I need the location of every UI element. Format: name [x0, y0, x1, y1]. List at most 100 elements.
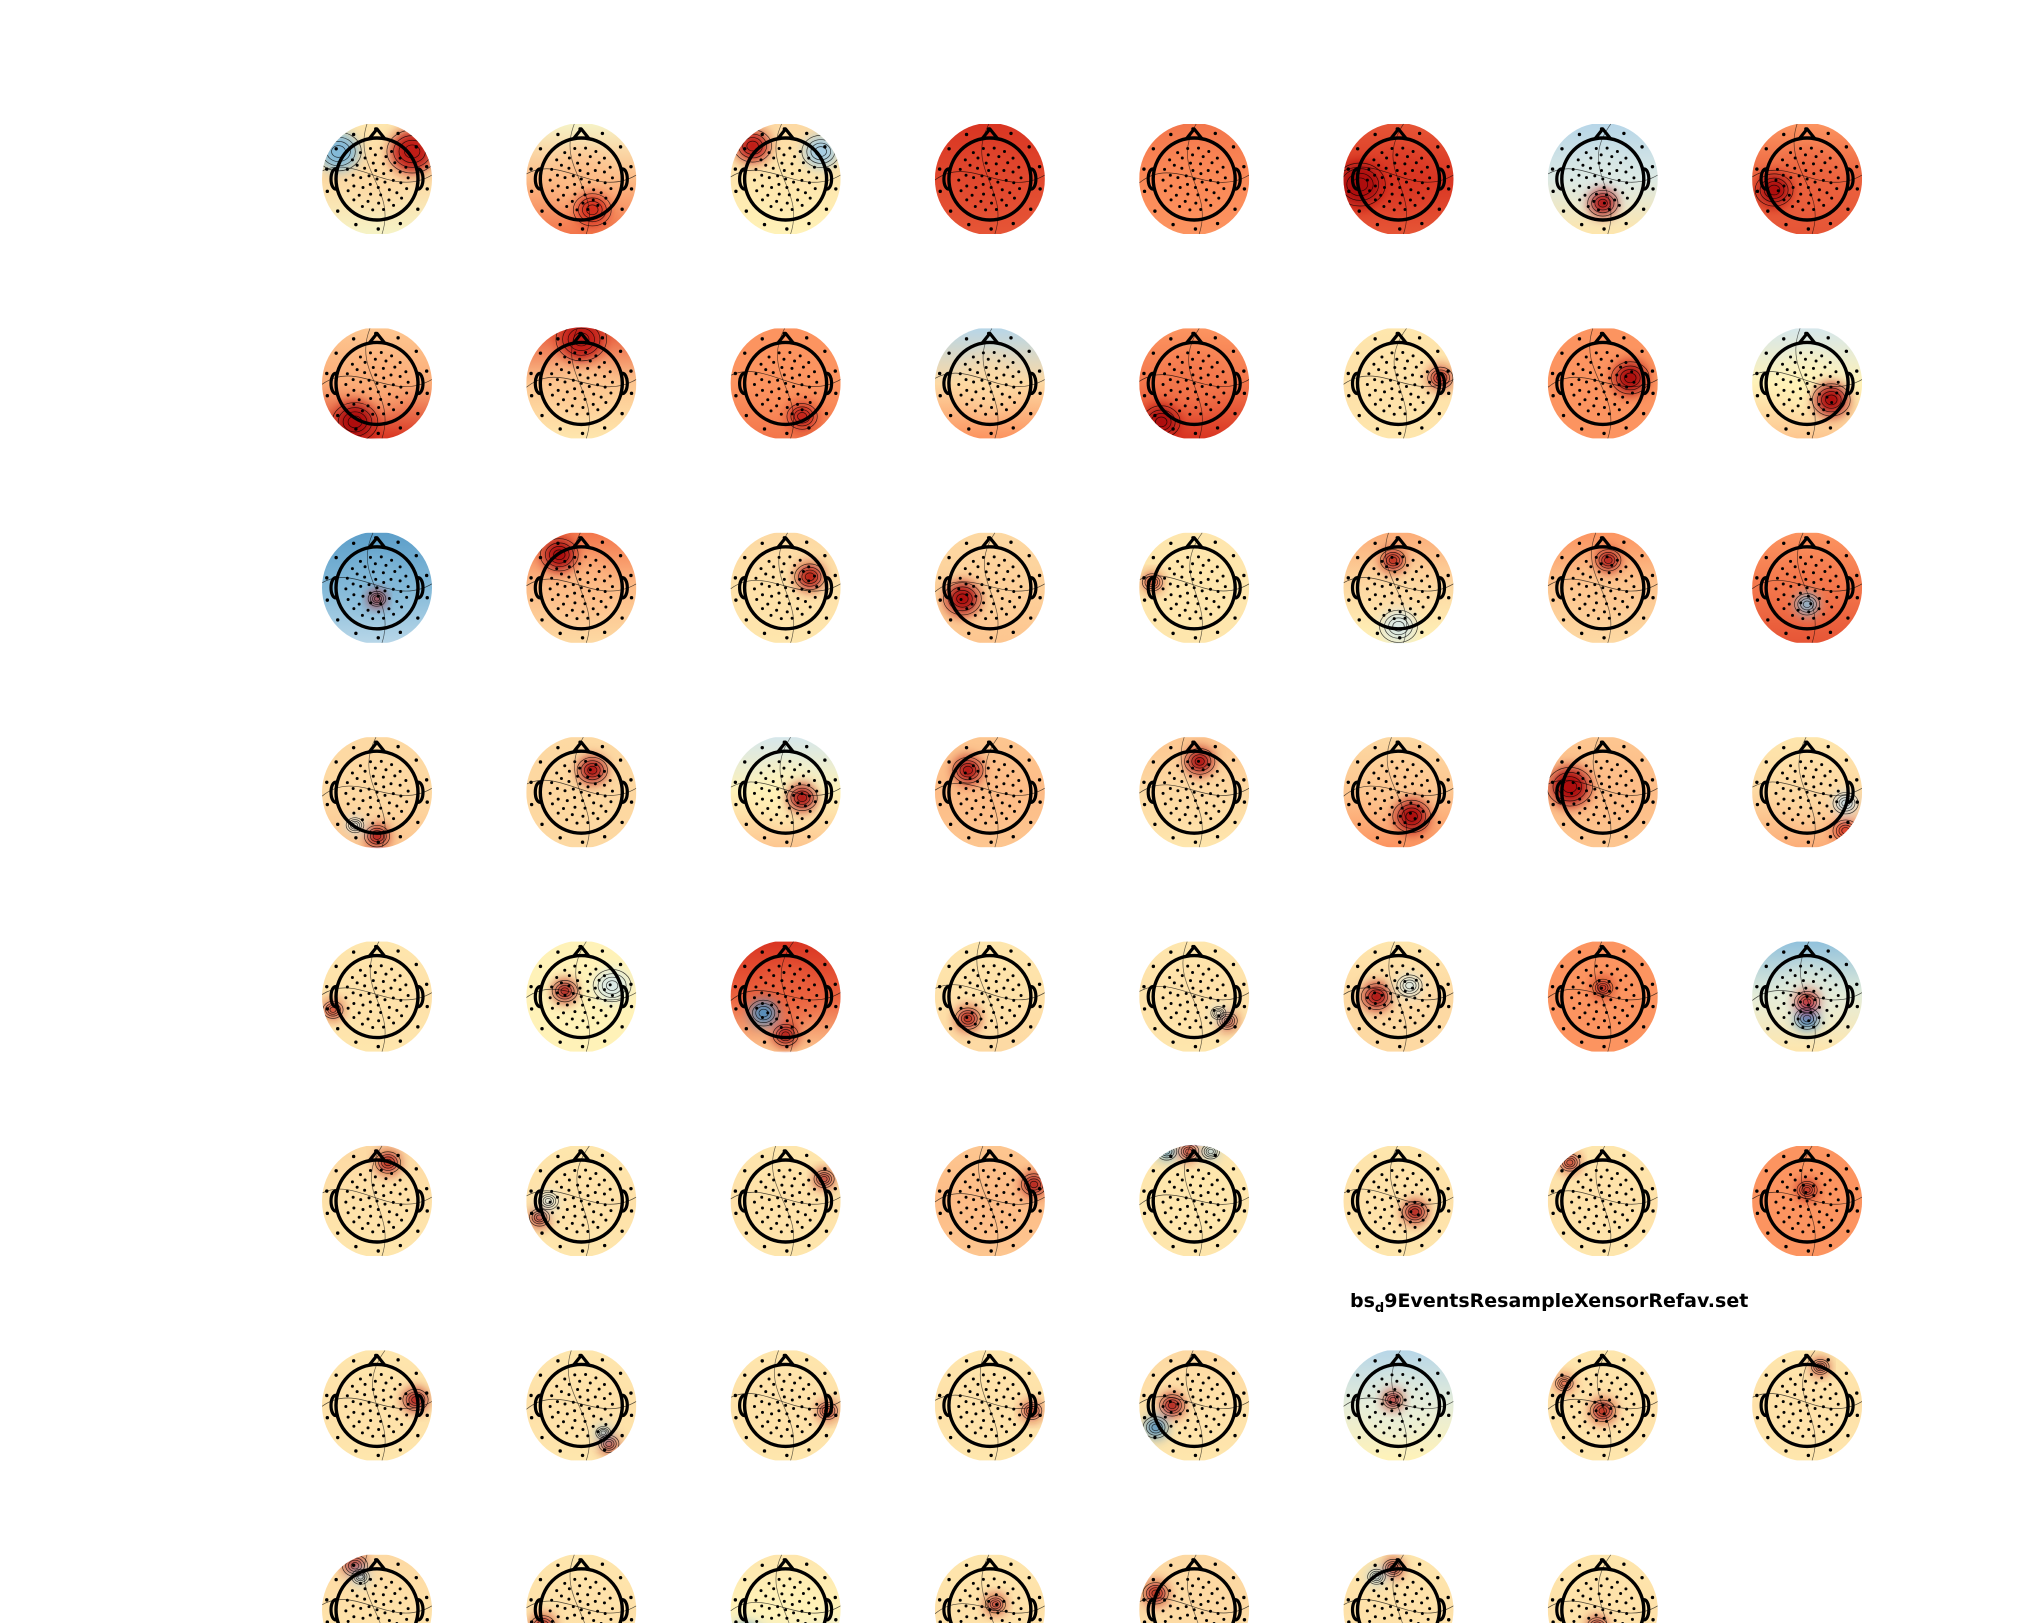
electrode-marker — [1400, 397, 1404, 401]
electrode-marker — [1193, 431, 1198, 436]
electrode-marker — [371, 821, 375, 825]
electrode-marker — [988, 1608, 992, 1612]
electrode-marker — [1610, 563, 1614, 567]
electrode-marker — [734, 1416, 738, 1420]
electrode-marker — [325, 1393, 329, 1398]
left-ear-outline — [1146, 576, 1155, 600]
electrode-marker — [990, 1427, 994, 1431]
electrode-marker — [1191, 373, 1195, 377]
electrode-marker — [1601, 1403, 1605, 1407]
electrode-marker — [1213, 1562, 1218, 1566]
head-outline — [1355, 545, 1442, 631]
electrode-marker — [1651, 1004, 1655, 1009]
electrode-marker — [1641, 1025, 1646, 1029]
electrode-marker — [1398, 1412, 1402, 1416]
electrode-marker — [780, 570, 784, 574]
electrode-marker — [424, 573, 429, 578]
electrode-marker — [379, 759, 383, 763]
electrode-marker — [1011, 426, 1015, 430]
topoplot-map — [934, 123, 1045, 235]
electrode-marker — [1009, 1153, 1013, 1158]
electrode-marker — [1393, 774, 1397, 778]
electrode-marker — [596, 1021, 600, 1025]
electrode-set — [325, 944, 429, 1049]
contour-line — [367, 827, 387, 845]
electrode-marker — [1400, 1215, 1404, 1219]
topoplot-map — [1343, 1350, 1454, 1461]
electrode-marker — [1570, 178, 1574, 182]
electrode-marker — [1401, 1168, 1405, 1172]
electrode-marker — [770, 1412, 774, 1416]
electrode-marker — [963, 1384, 967, 1388]
electrode-marker — [1613, 198, 1617, 202]
electrode-marker — [567, 575, 571, 579]
electrode-marker — [1776, 598, 1780, 602]
electrode-marker — [1625, 1203, 1629, 1207]
electrode-marker — [1632, 380, 1636, 384]
electrode-marker — [1583, 1215, 1587, 1219]
electrode-marker — [575, 412, 579, 416]
electrode-marker — [1377, 1594, 1381, 1598]
electrode-marker — [1382, 818, 1386, 822]
right-ear-outline — [1642, 371, 1651, 395]
electrode-marker — [540, 413, 544, 418]
electrode-marker — [1004, 996, 1008, 1000]
electrode-marker — [1372, 362, 1376, 366]
electrode-marker — [1012, 1203, 1016, 1207]
electrode-marker — [1212, 600, 1216, 604]
electrode-marker — [379, 555, 383, 559]
electrode-set — [1755, 1353, 1860, 1458]
electrode-marker — [987, 1395, 991, 1399]
electrode-marker — [996, 998, 1000, 1002]
electrode-marker — [1420, 426, 1424, 430]
electrode-marker — [377, 1223, 381, 1227]
electrode-marker — [578, 331, 582, 336]
electrode-marker — [1017, 778, 1021, 782]
electrode-marker — [965, 1206, 969, 1210]
electrode-marker — [798, 149, 802, 153]
electrode-marker — [368, 964, 372, 968]
electrode-marker — [776, 583, 780, 587]
electrode-marker — [1825, 1008, 1829, 1012]
electrode-marker — [588, 768, 592, 772]
electrode-marker — [767, 1173, 771, 1177]
electrode-marker — [1804, 944, 1808, 949]
electrode-marker — [964, 541, 969, 545]
contour-line — [597, 973, 627, 998]
electrode-marker — [1844, 553, 1849, 558]
electrode-marker — [1610, 155, 1614, 159]
electrode-marker — [989, 840, 993, 844]
electrode-marker — [767, 1402, 771, 1406]
electrode-marker — [743, 1577, 747, 1582]
electrode-marker — [1789, 1198, 1793, 1202]
electrode-marker — [1380, 559, 1384, 563]
electrode-marker — [1199, 1184, 1203, 1188]
electrode-marker — [1174, 398, 1178, 402]
electrode-marker — [798, 558, 802, 562]
electrode-marker — [1594, 396, 1598, 400]
electrode-marker — [772, 769, 776, 773]
electrode-marker — [1390, 1214, 1394, 1218]
electrode-marker — [762, 1449, 767, 1453]
electrode-marker — [800, 817, 804, 821]
electrode-marker — [1382, 205, 1386, 209]
electrode-marker — [1000, 1210, 1004, 1214]
electrode-marker — [752, 791, 756, 795]
electrode-marker — [1624, 374, 1628, 378]
electrode-marker — [550, 781, 554, 785]
electrode-marker — [1797, 1196, 1801, 1200]
electrode-marker — [1813, 385, 1817, 389]
electrode-set — [937, 1353, 1042, 1458]
electrode-marker — [376, 636, 380, 640]
electrode-marker — [1213, 540, 1218, 544]
electrode-marker — [1011, 1396, 1015, 1400]
left-ear-outline — [942, 167, 951, 191]
electrode-marker — [805, 336, 809, 340]
contour-line — [991, 1601, 999, 1608]
electrode-marker — [373, 971, 377, 975]
electrode-marker — [1417, 540, 1422, 544]
electrode-marker — [1436, 1371, 1440, 1375]
electrode-marker — [784, 790, 788, 794]
electrode-marker — [775, 1426, 779, 1430]
electrode-marker — [1000, 1414, 1004, 1418]
